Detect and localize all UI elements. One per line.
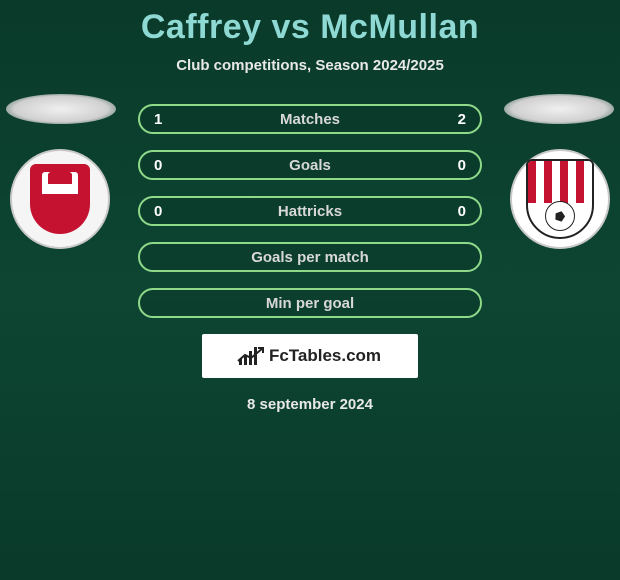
comparison-subtitle: Club competitions, Season 2024/2025 <box>0 57 620 74</box>
fctables-logo-icon <box>239 347 265 365</box>
stat-row-goals: 0 Goals 0 <box>138 150 482 180</box>
stat-label: Matches <box>174 111 446 128</box>
stat-rows: 1 Matches 2 0 Goals 0 0 Hattricks 0 Goal… <box>138 104 482 318</box>
comparison-date: 8 september 2024 <box>0 396 620 413</box>
attribution-badge: FcTables.com <box>202 334 418 378</box>
stat-left-value: 0 <box>154 203 174 220</box>
player-avatar-right <box>504 94 614 124</box>
stat-row-matches: 1 Matches 2 <box>138 104 482 134</box>
team-badge-left <box>10 149 110 249</box>
stat-right-value: 0 <box>446 157 466 174</box>
stat-label: Hattricks <box>174 203 446 220</box>
stat-label: Goals per match <box>174 249 446 266</box>
stat-row-min-per-goal: Min per goal <box>138 288 482 318</box>
stat-row-hattricks: 0 Hattricks 0 <box>138 196 482 226</box>
stat-label: Min per goal <box>174 295 446 312</box>
comparison-title: Caffrey vs McMullan <box>0 0 620 47</box>
comparison-panel: 1 Matches 2 0 Goals 0 0 Hattricks 0 Goal… <box>0 104 620 413</box>
stat-row-goals-per-match: Goals per match <box>138 242 482 272</box>
attribution-text: FcTables.com <box>269 346 381 366</box>
stat-label: Goals <box>174 157 446 174</box>
stat-left-value: 0 <box>154 157 174 174</box>
stat-right-value: 2 <box>446 111 466 128</box>
team-badge-right <box>510 149 610 249</box>
stat-right-value: 0 <box>446 203 466 220</box>
stat-left-value: 1 <box>154 111 174 128</box>
player-avatar-left <box>6 94 116 124</box>
